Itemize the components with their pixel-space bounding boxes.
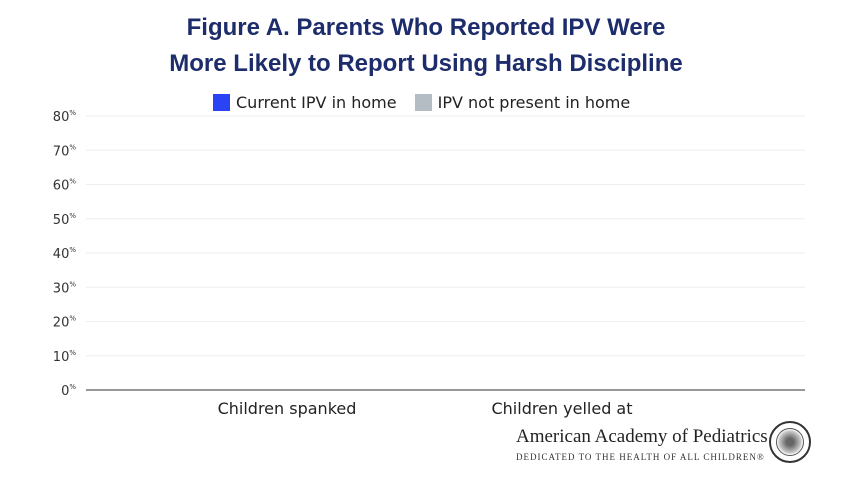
- legend-swatch: [213, 94, 230, 111]
- org-tagline: DEDICATED TO THE HEALTH OF ALL CHILDREN®: [516, 452, 765, 462]
- legend-item-ipv-not-present: IPV not present in home: [414, 93, 631, 112]
- legend-swatch: [414, 94, 432, 111]
- y-tick-label: 80%: [53, 109, 77, 125]
- title-line-2: More Likely to Report Using Harsh Discip…: [169, 50, 683, 77]
- y-tick-label: 20%: [53, 315, 77, 331]
- title-line-1: Figure A. Parents Who Reported IPV Were: [186, 14, 666, 41]
- aap-logo: American Academy of Pediatrics DEDICATED…: [516, 426, 768, 462]
- org-name: American Academy of Pediatrics: [516, 426, 768, 447]
- legend: Current IPV in home IPV not present in h…: [213, 93, 648, 112]
- y-tick-label: 50%: [53, 212, 77, 228]
- legend-item-current-ipv: Current IPV in home: [213, 93, 397, 112]
- legend-label: IPV not present in home: [437, 93, 631, 112]
- y-tick-label: 10%: [53, 349, 77, 365]
- legend-label: Current IPV in home: [236, 93, 397, 112]
- y-tick-label: 70%: [53, 143, 77, 159]
- y-tick-label: 30%: [53, 280, 77, 296]
- y-tick-label: 60%: [53, 178, 77, 194]
- x-tick-label: Children spanked: [218, 399, 357, 418]
- chart-title: Figure A. Parents Who Reported IPV Were …: [0, 10, 852, 82]
- aap-seal-icon: [769, 421, 811, 463]
- y-tick-label: 40%: [53, 246, 77, 262]
- y-tick-label: 0%: [61, 383, 76, 399]
- x-tick-label: Children yelled at: [491, 399, 632, 418]
